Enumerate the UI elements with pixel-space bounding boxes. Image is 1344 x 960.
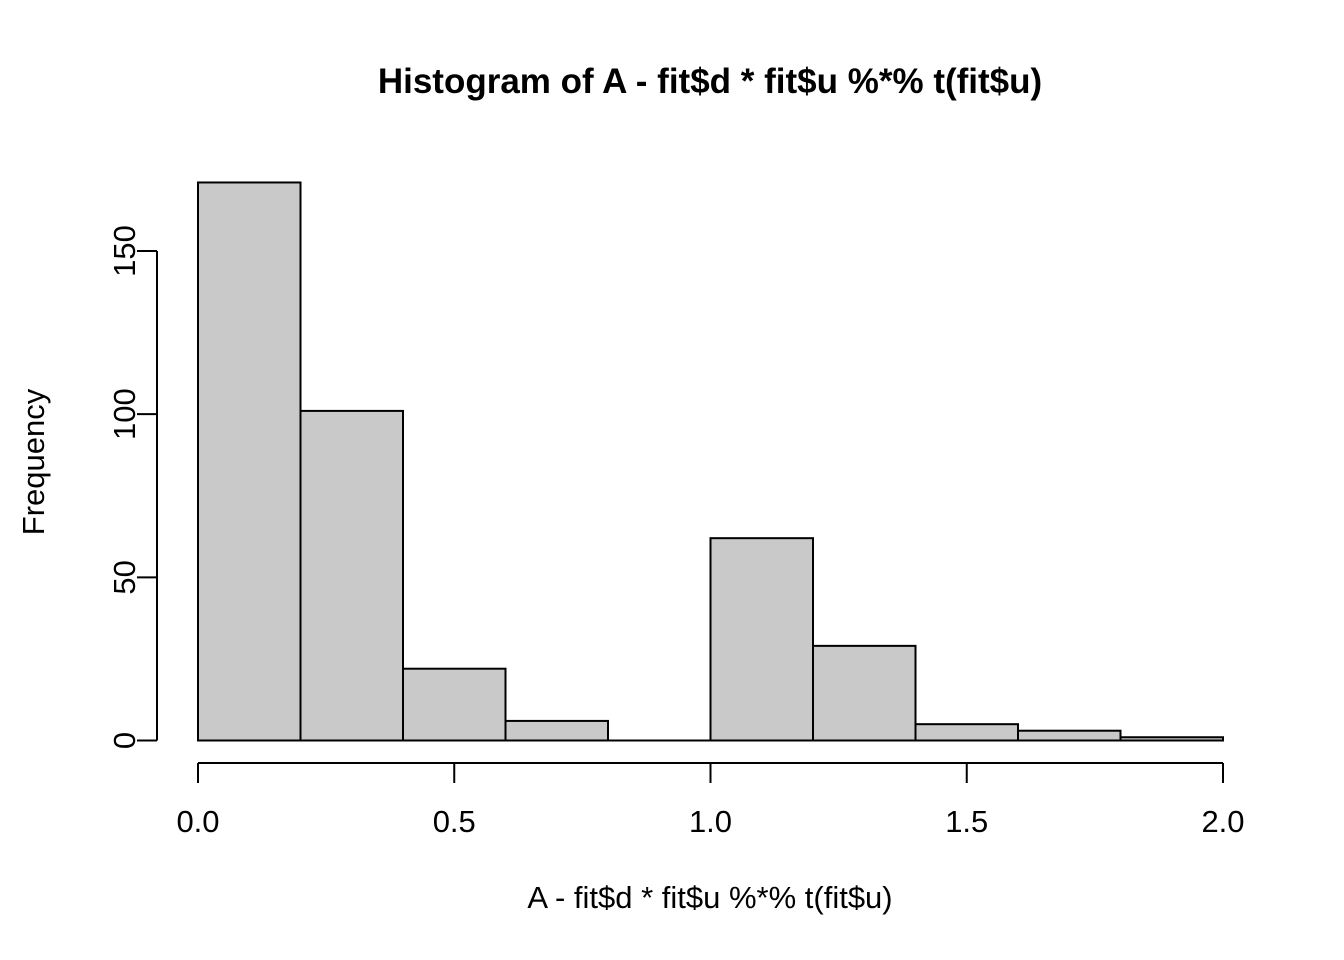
histogram-bars bbox=[197, 181, 1224, 742]
histogram-bar bbox=[709, 537, 814, 742]
histogram-bar bbox=[299, 409, 404, 742]
histogram-bar bbox=[914, 723, 1019, 742]
histogram-bar bbox=[812, 644, 917, 742]
x-tick-label: 0.5 bbox=[433, 804, 476, 839]
y-tick-label: 150 bbox=[107, 225, 142, 277]
histogram-bar bbox=[1119, 736, 1224, 742]
x-tick-label: 0.0 bbox=[176, 804, 219, 839]
y-tick-label: 100 bbox=[107, 388, 142, 440]
histogram-bar bbox=[504, 719, 609, 742]
x-axis: 0.0 0.5 1.0 1.5 2.0 bbox=[176, 762, 1245, 839]
x-tick-label: 2.0 bbox=[1201, 804, 1244, 839]
x-axis-label: A - fit$d * fit$u %*% t(fit$u) bbox=[527, 880, 892, 915]
histogram-bar bbox=[1017, 729, 1122, 742]
x-tick-label: 1.5 bbox=[945, 804, 988, 839]
y-axis-label: Frequency bbox=[16, 388, 51, 535]
chart-title: Histogram of A - fit$d * fit$u %*% t(fit… bbox=[378, 62, 1042, 101]
histogram-bar bbox=[402, 667, 507, 742]
y-tick-label: 0 bbox=[107, 732, 142, 749]
histogram-bar bbox=[197, 181, 302, 742]
y-axis: 0 50 100 150 bbox=[107, 225, 158, 749]
x-tick-label: 1.0 bbox=[689, 804, 732, 839]
y-tick-label: 50 bbox=[107, 560, 142, 594]
